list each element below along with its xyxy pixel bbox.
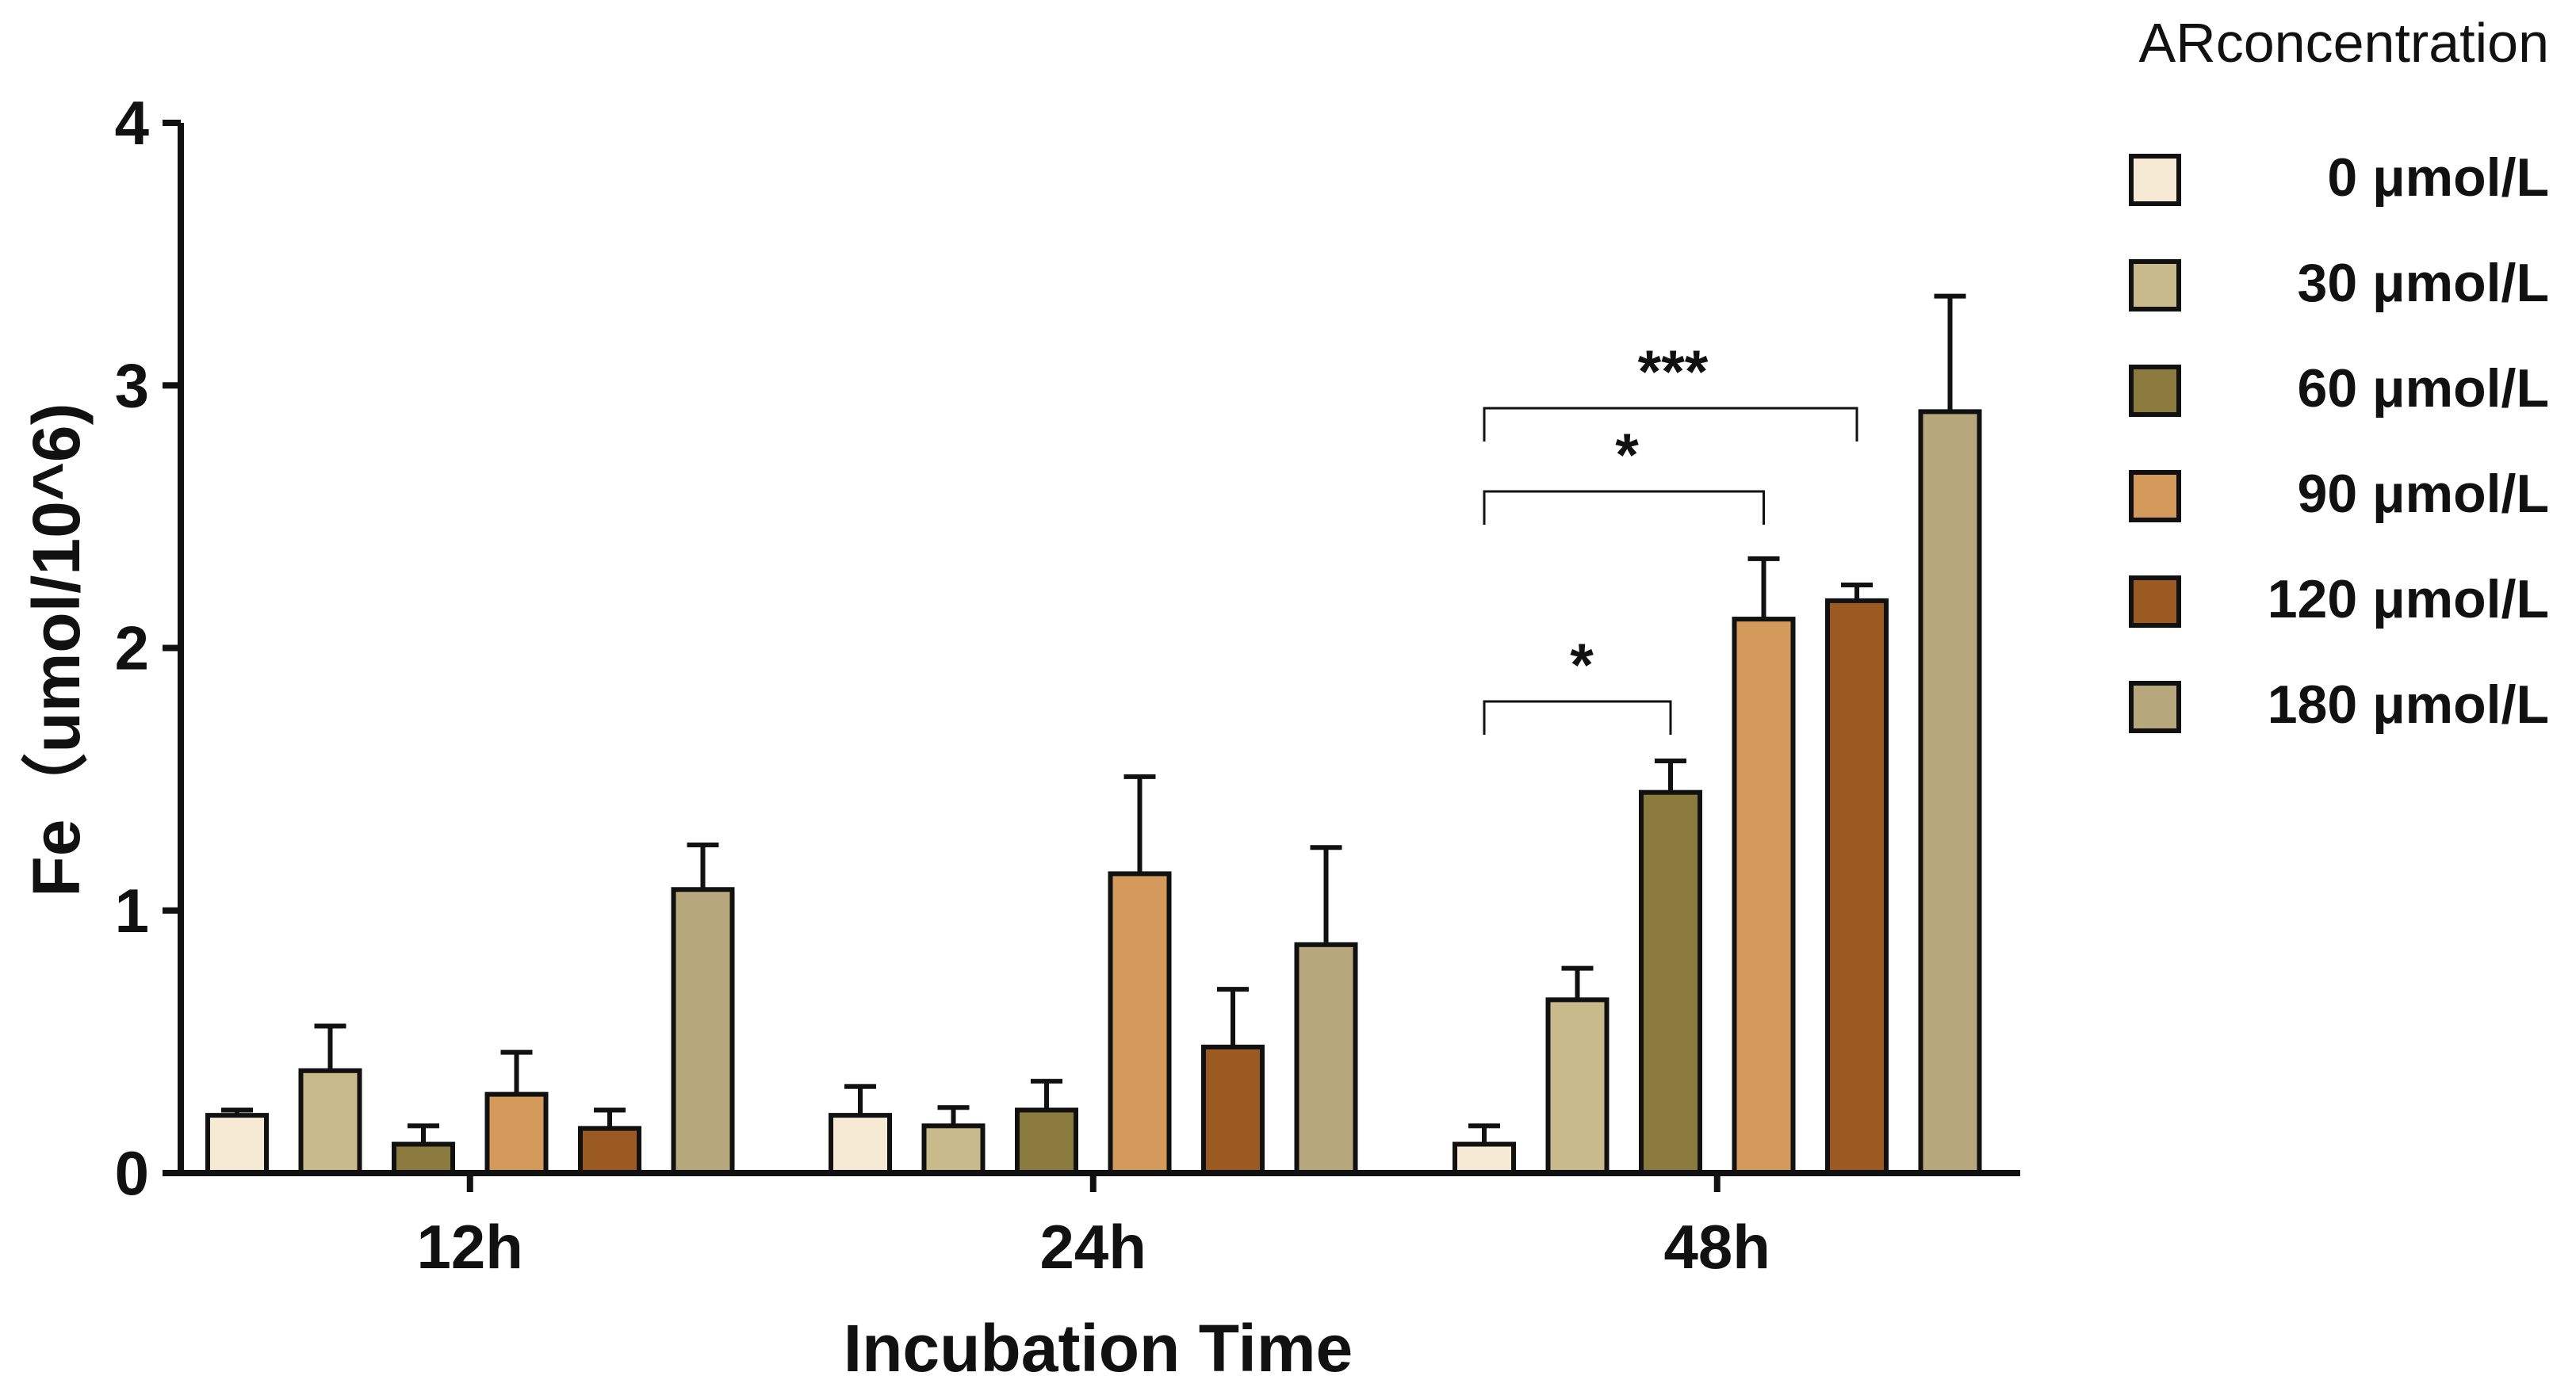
bar-12h-90μmol/L bbox=[484, 1091, 549, 1175]
legend-swatch-60μmol/L bbox=[2129, 365, 2181, 417]
legend-label-30μmol/L: 30 μmol/L bbox=[2298, 253, 2549, 313]
bar-24h-120μmol/L bbox=[1201, 1045, 1265, 1175]
legend-swatch-120μmol/L bbox=[2129, 575, 2181, 628]
x-tick-label-48h: 48h bbox=[1664, 1212, 1770, 1282]
x-tick-label-24h: 24h bbox=[1040, 1212, 1146, 1282]
plot-area: ***** bbox=[205, 293, 1982, 1175]
y-tick-label-1: 1 bbox=[115, 876, 149, 946]
bar-48h-120μmol/L bbox=[1825, 598, 1889, 1175]
bar-48h-30μmol/L bbox=[1545, 997, 1610, 1175]
bar-24h-90μmol/L bbox=[1108, 871, 1172, 1175]
bar-48h-60μmol/L bbox=[1639, 789, 1702, 1175]
bar-24h-0μmol/L bbox=[829, 1113, 892, 1175]
legend-swatch-180μmol/L bbox=[2129, 681, 2181, 733]
y-tick-label-0: 0 bbox=[115, 1138, 149, 1208]
bar-48h-90μmol/L bbox=[1732, 617, 1796, 1175]
significance-bracket-1 bbox=[1483, 700, 1672, 735]
y-tick-label-2: 2 bbox=[115, 613, 149, 683]
legend-swatch-90μmol/L bbox=[2129, 470, 2181, 522]
significance-label-2: * bbox=[1615, 422, 1639, 489]
y-tick-label-4: 4 bbox=[115, 88, 149, 158]
bar-24h-30μmol/L bbox=[921, 1123, 986, 1175]
bar-12h-30μmol/L bbox=[298, 1068, 362, 1175]
legend-swatch-30μmol/L bbox=[2129, 259, 2181, 311]
bar-48h-180μmol/L bbox=[1918, 409, 1982, 1175]
legend-label-60μmol/L: 60 μmol/L bbox=[2298, 358, 2549, 418]
bar-12h-0μmol/L bbox=[205, 1113, 269, 1175]
bar-12h-120μmol/L bbox=[578, 1126, 641, 1175]
legend-title: ARconcentration bbox=[2138, 12, 2549, 74]
axes: Fe（umol/10^6) Incubation Time 0 1 2 3 4 12h 24… bbox=[19, 88, 2020, 1385]
bar-12h-60μmol/L bbox=[392, 1141, 455, 1175]
bar-12h-180μmol/L bbox=[671, 887, 735, 1175]
significance-label-1: * bbox=[1570, 632, 1594, 699]
legend-label-180μmol/L: 180 μmol/L bbox=[2268, 675, 2549, 735]
bar-24h-60μmol/L bbox=[1015, 1107, 1078, 1175]
legend-swatch-0μmol/L bbox=[2129, 154, 2181, 206]
significance-bracket-2 bbox=[1483, 490, 1765, 525]
significance-bracket-3 bbox=[1483, 407, 1858, 441]
bar-48h-0μmol/L bbox=[1453, 1141, 1516, 1175]
x-axis-title: Incubation Time bbox=[844, 1311, 1353, 1385]
significance-label-3: *** bbox=[1638, 338, 1709, 406]
x-tick-label-12h: 12h bbox=[417, 1212, 523, 1282]
y-tick-label-3: 3 bbox=[115, 350, 149, 420]
legend: ARconcentration 0 μmol/L 30 μmol/L 60 μmol… bbox=[2129, 12, 2549, 735]
y-axis-title: Fe（umol/10^6) bbox=[19, 403, 94, 896]
legend-label-90μmol/L: 90 μmol/L bbox=[2298, 464, 2549, 524]
bar-24h-180μmol/L bbox=[1294, 942, 1358, 1175]
legend-label-120μmol/L: 120 μmol/L bbox=[2268, 569, 2549, 629]
legend-label-0μmol/L: 0 μmol/L bbox=[2327, 147, 2549, 208]
